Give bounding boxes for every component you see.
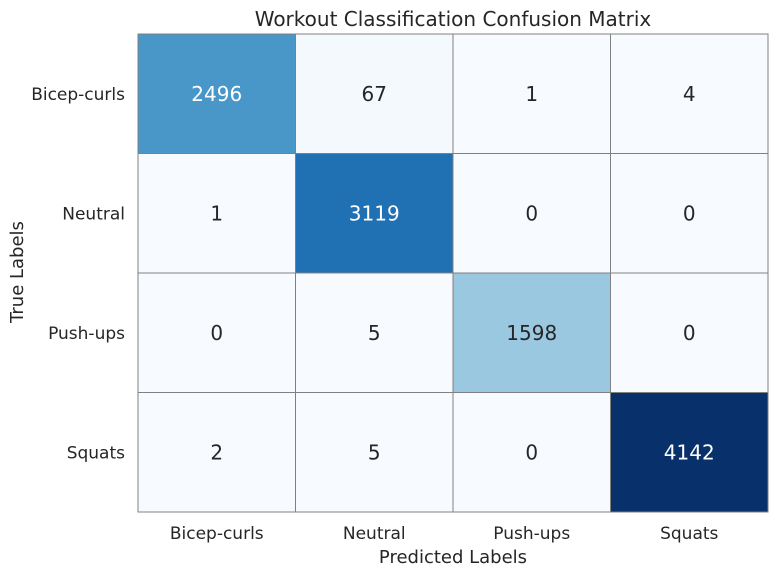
cell-value-label: 1 <box>525 82 538 106</box>
cell-value-label: 67 <box>362 82 387 106</box>
cell-value-label: 5 <box>368 321 381 345</box>
x-tick-neutral: Neutral <box>343 524 406 544</box>
cell-push-ups-neutral <box>295 272 454 393</box>
chart-title: Workout Classification Confusion Matrix <box>255 7 652 31</box>
cell-squats-push-ups <box>452 392 611 513</box>
y-tick-push-ups: Push-ups <box>48 324 125 344</box>
heatmap-cells: 2496 67 1 4 1 3119 0 0 0 5 1598 0 2 5 0 4142 <box>137 33 769 513</box>
cell-value-label: 2496 <box>191 82 242 106</box>
cell-value-label: 4 <box>683 82 696 106</box>
x-tick-labels: Bicep-curls Neutral Push-ups Squats <box>170 524 719 544</box>
x-tick-bicep-curls: Bicep-curls <box>170 524 264 544</box>
cell-bicep-curls-bicep-curls <box>137 33 296 154</box>
cell-value-label: 3119 <box>349 201 400 225</box>
cell-value-label: 1598 <box>506 321 557 345</box>
cell-neutral-squats <box>610 153 769 274</box>
cell-value-label: 0 <box>683 201 696 225</box>
cell-push-ups-squats <box>610 272 769 393</box>
cell-neutral-bicep-curls <box>137 153 296 274</box>
cell-value-label: 0 <box>525 201 538 225</box>
y-tick-labels: Bicep-curls Neutral Push-ups Squats <box>31 85 125 464</box>
cell-value-label: 2 <box>210 440 223 464</box>
cell-bicep-curls-squats <box>610 33 769 154</box>
cell-value-label: 4142 <box>664 440 715 464</box>
x-tick-push-ups: Push-ups <box>493 524 570 544</box>
cell-value-label: 0 <box>210 321 223 345</box>
x-axis-label: Predicted Labels <box>379 547 527 568</box>
cell-bicep-curls-push-ups <box>452 33 611 154</box>
cell-bicep-curls-neutral <box>295 33 454 154</box>
y-tick-bicep-curls: Bicep-curls <box>31 85 125 105</box>
y-axis-label: True Labels <box>7 221 28 324</box>
x-tick-squats: Squats <box>660 524 718 544</box>
cell-squats-neutral <box>295 392 454 513</box>
cell-squats-bicep-curls <box>137 392 296 513</box>
cell-squats-squats <box>610 392 769 513</box>
y-tick-squats: Squats <box>67 443 125 463</box>
y-tick-neutral: Neutral <box>62 204 125 224</box>
cell-value-label: 0 <box>525 440 538 464</box>
cell-neutral-neutral <box>295 153 454 274</box>
cell-value-label: 5 <box>368 440 381 464</box>
cell-value-label: 0 <box>683 321 696 345</box>
cell-value-label: 1 <box>210 201 223 225</box>
